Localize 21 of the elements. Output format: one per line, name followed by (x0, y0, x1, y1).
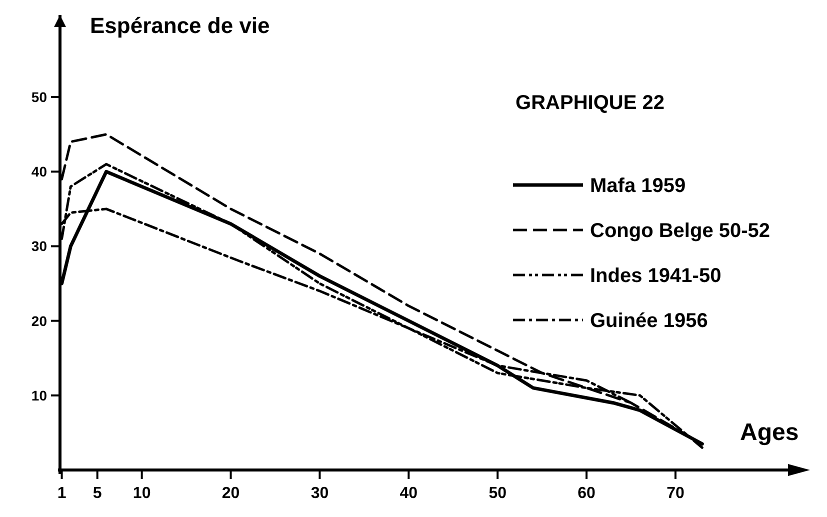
legend-label: Guinée 1956 (590, 310, 708, 332)
y-axis-title: Espérance de vie (90, 13, 270, 38)
y-tick-label: 30 (31, 238, 48, 254)
x-tick-label: 40 (400, 485, 418, 502)
legend-label: Congo Belge 50-52 (590, 220, 770, 242)
x-tick-label: 60 (578, 485, 596, 502)
x-tick-label: 1 (57, 485, 66, 502)
legend-label: Indes 1941-50 (590, 265, 722, 287)
y-tick-label: 40 (31, 164, 48, 180)
x-tick-label: 20 (222, 485, 240, 502)
x-tick-label: 5 (92, 485, 102, 502)
x-tick-label: 70 (666, 485, 684, 502)
x-tick-label: 10 (132, 485, 151, 502)
text: GRAPHIQUE 22 (516, 92, 664, 114)
x-tick-label: 30 (310, 485, 329, 502)
y-tick-label: 50 (31, 89, 48, 106)
y-tick-label: 20 (31, 312, 48, 329)
x-axis-title: Ages (740, 419, 799, 446)
y-tick-label: 10 (31, 387, 48, 404)
legend-label: Mafa 1959 (590, 175, 686, 197)
x-tick-label: 50 (488, 485, 507, 502)
